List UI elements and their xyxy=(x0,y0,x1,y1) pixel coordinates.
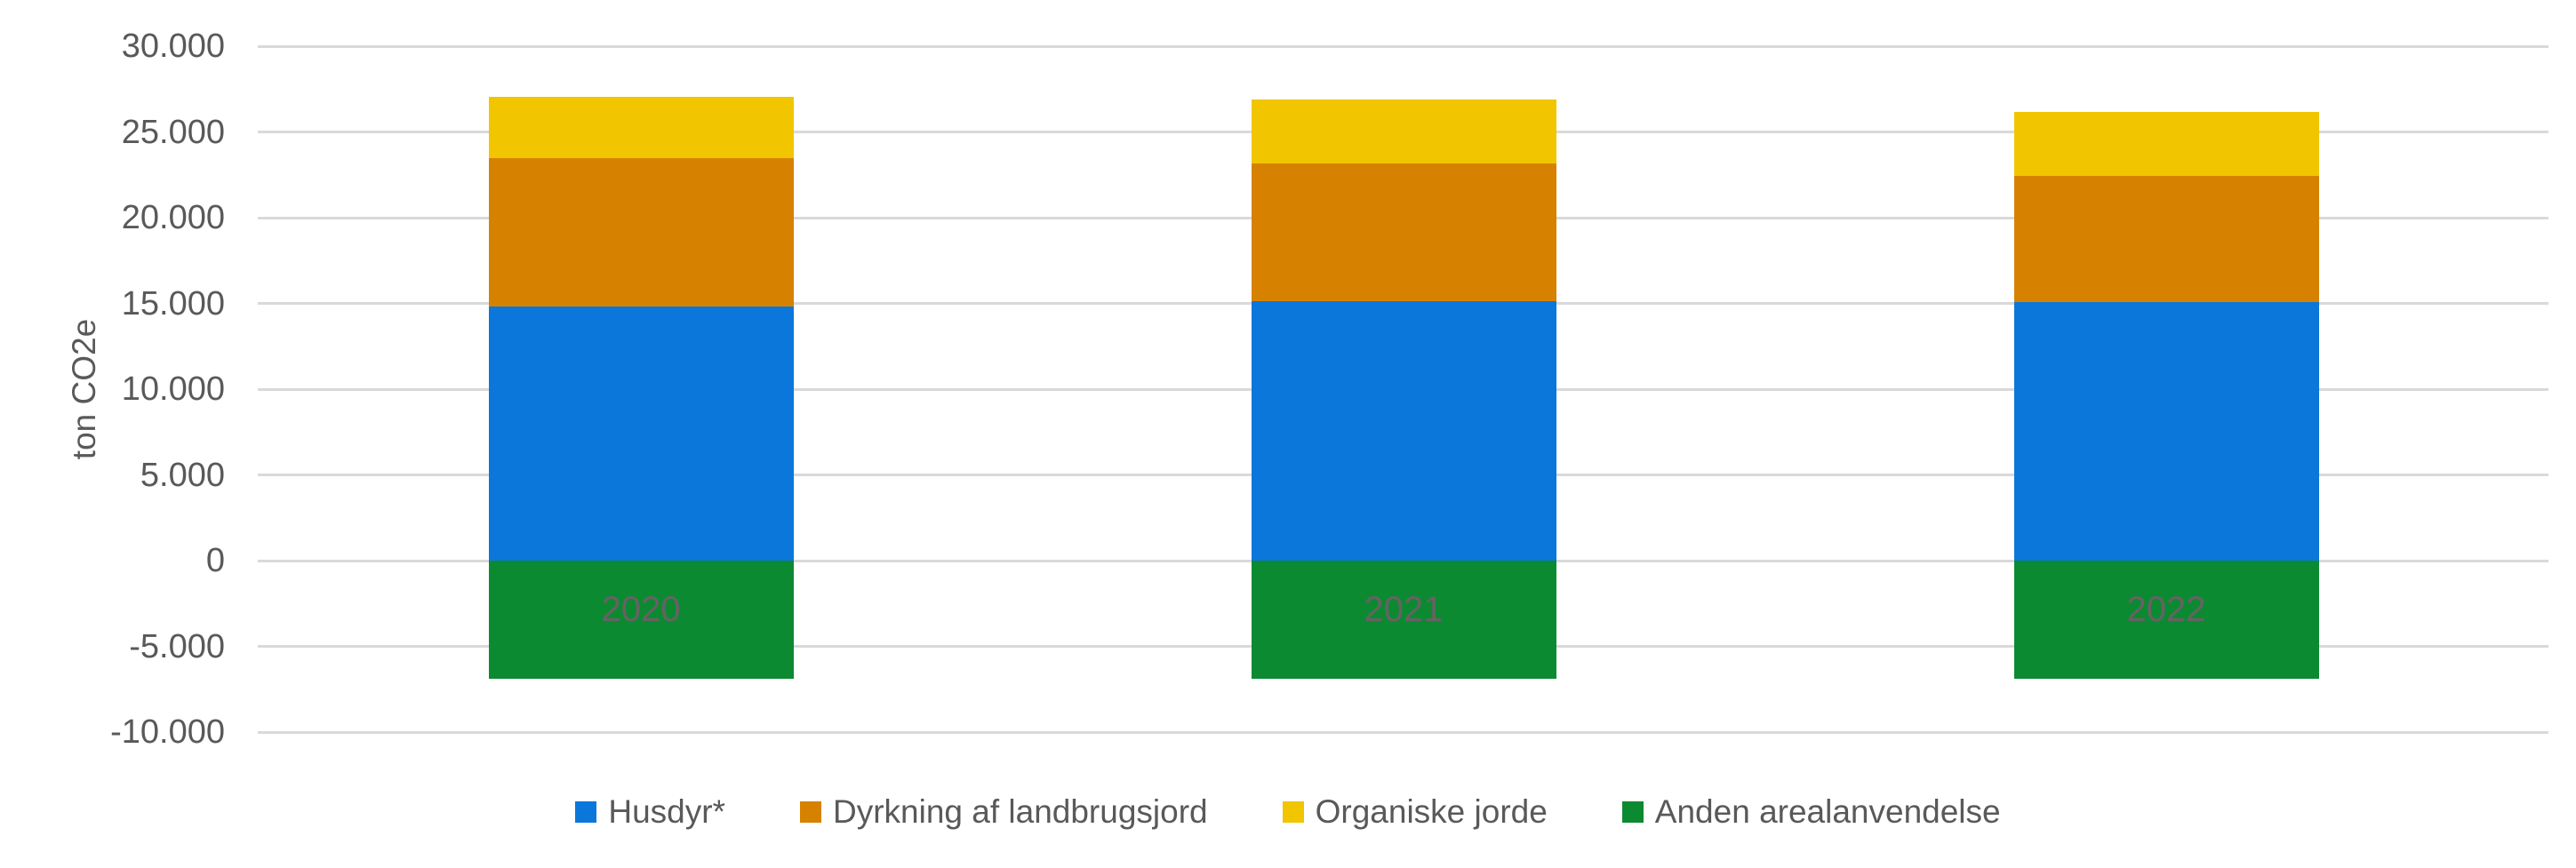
bar-segment-husdyr-2021 xyxy=(1251,301,1556,561)
y-tick-label: 5.000 xyxy=(140,456,225,494)
legend-item-dyrkning-af-landbrugsjord: Dyrkning af landbrugsjord xyxy=(799,793,1208,831)
bar-segment-husdyr-2020 xyxy=(488,307,794,561)
y-tick-label: 0 xyxy=(205,542,225,579)
bar-segment-dyrkning-af-landbrugsjord-2021 xyxy=(1251,163,1556,301)
bar-year-label: 2020 xyxy=(601,590,681,629)
y-tick-label: 25.000 xyxy=(121,113,225,151)
y-tick-label: 20.000 xyxy=(121,199,225,236)
y-tick-label: -5.000 xyxy=(129,627,225,665)
legend-marker-anden-arealanvendelse xyxy=(1621,801,1644,823)
y-tick-label: 15.000 xyxy=(121,284,225,323)
bar-segment-organiske-jorde-2020 xyxy=(488,97,794,158)
bar-year-label: 2021 xyxy=(1364,590,1444,629)
bar-year-label: 2022 xyxy=(2126,590,2206,629)
legend-marker-organiske-jorde xyxy=(1282,801,1304,823)
y-tick-label: -10.000 xyxy=(110,713,225,751)
bar-segment-anden-arealanvendelse-2022 xyxy=(2013,561,2319,679)
legend-label: Husdyr* xyxy=(608,793,725,830)
bar-segment-dyrkning-af-landbrugsjord-2020 xyxy=(488,158,794,307)
y-tick-label: 30.000 xyxy=(121,28,225,65)
bar-segment-anden-arealanvendelse-2021 xyxy=(1251,561,1556,679)
y-axis-tick-labels: 30.000 25.000 20.000 15.000 10.000 5.000 0 -5.0… xyxy=(0,0,225,868)
bar-segment-anden-arealanvendelse-2020 xyxy=(488,561,794,679)
bar-segment-dyrkning-af-landbrugsjord-2022 xyxy=(2013,176,2319,302)
legend-label: Dyrkning af landbrugsjord xyxy=(832,793,1208,830)
gridline xyxy=(258,44,2548,48)
legend-marker-husdyr xyxy=(575,801,597,823)
legend-marker-dyrkning-af-landbrugsjord xyxy=(799,801,821,823)
legend: Husdyr* Dyrkning af landbrugsjord Organisk… xyxy=(0,793,2576,831)
legend-item-anden-arealanvendelse: Anden arealanvendelse xyxy=(1621,793,2001,831)
legend-label: Organiske jorde xyxy=(1315,793,1548,830)
plot-area: 2020 2021 2022 xyxy=(258,0,2548,868)
gridline xyxy=(258,730,2548,734)
legend-item-organiske-jorde: Organiske jorde xyxy=(1282,793,1548,831)
legend-item-husdyr: Husdyr* xyxy=(575,793,725,831)
y-tick-label: 10.000 xyxy=(121,370,225,408)
legend-label: Anden arealanvendelse xyxy=(1654,793,2001,830)
bar-segment-husdyr-2022 xyxy=(2013,302,2319,561)
bar-segment-organiske-jorde-2022 xyxy=(2013,112,2319,176)
bar-segment-organiske-jorde-2021 xyxy=(1251,100,1556,163)
